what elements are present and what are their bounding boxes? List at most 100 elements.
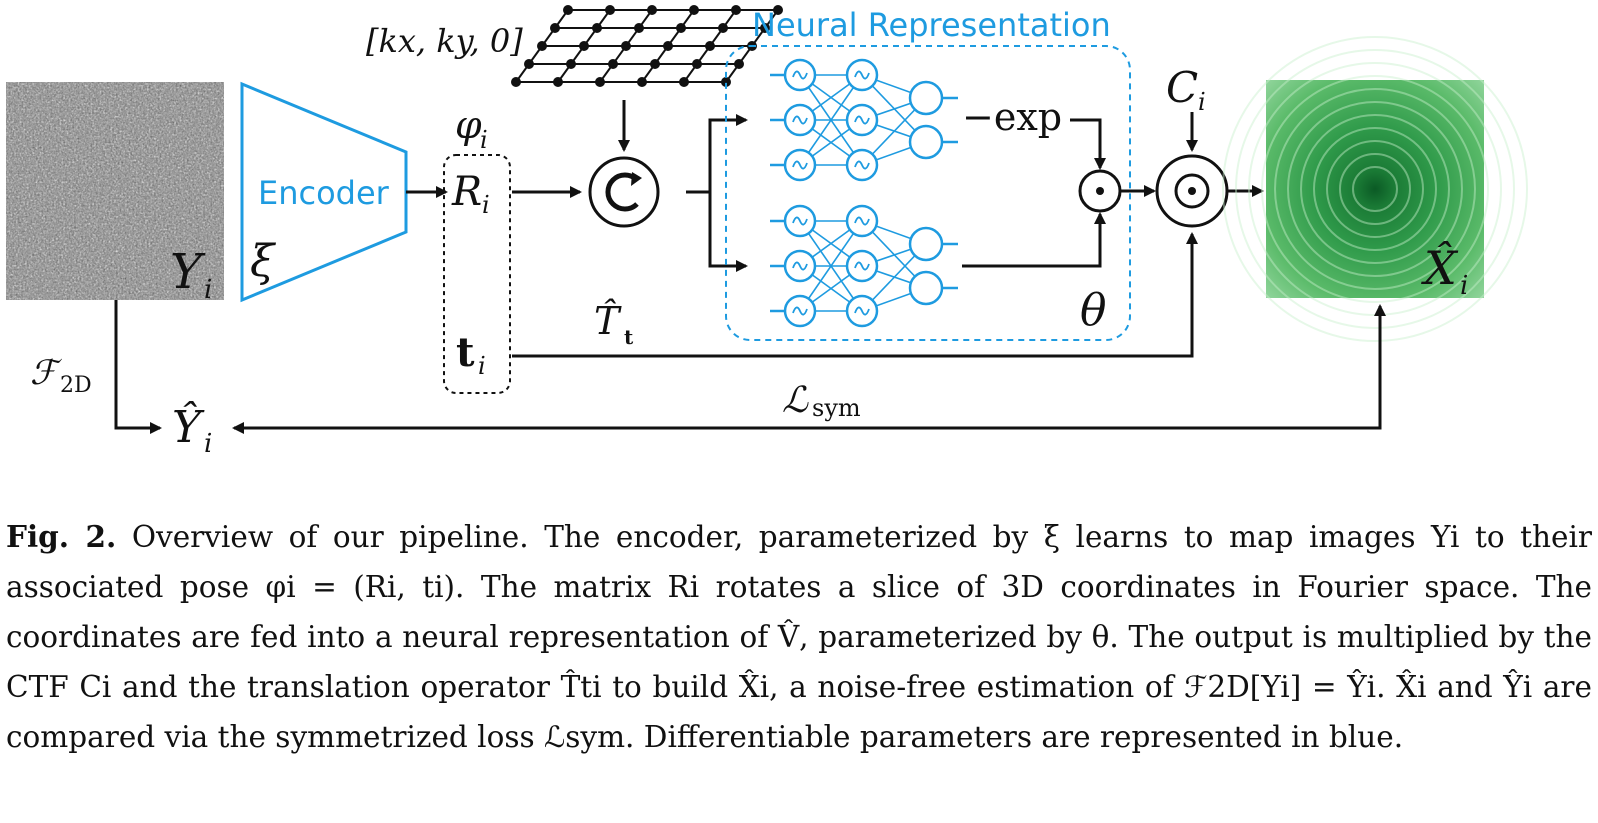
fourier-ring bbox=[1327, 141, 1423, 237]
arrow-to-top-network bbox=[686, 114, 748, 194]
grid-node bbox=[637, 77, 647, 87]
network-edge bbox=[799, 74, 863, 166]
small-hadamard-operator bbox=[1078, 169, 1122, 213]
grid-node bbox=[595, 77, 605, 87]
grid-node bbox=[511, 77, 521, 87]
L-label: ℒ bbox=[782, 380, 809, 421]
sine-icon bbox=[854, 216, 870, 226]
figure-caption: Fig. 2. Overview of our pipeline. The en… bbox=[6, 512, 1592, 762]
sine-icon bbox=[792, 261, 808, 271]
grid-node bbox=[634, 23, 644, 33]
grid-node bbox=[608, 59, 618, 69]
arrow-exp-to-multiply bbox=[1070, 118, 1106, 170]
sine-icon bbox=[854, 261, 870, 271]
grid-node bbox=[663, 41, 673, 51]
fourier-ring bbox=[1262, 76, 1488, 302]
encoder-block: Encoder ξ bbox=[240, 81, 408, 303]
grid-node bbox=[524, 59, 534, 69]
fourier-ring bbox=[1275, 89, 1475, 289]
sine-icon bbox=[792, 306, 808, 316]
neural-representation-box bbox=[725, 45, 1131, 341]
linear-neuron bbox=[908, 270, 944, 306]
grid-node bbox=[773, 5, 783, 15]
input-label-sub: i bbox=[204, 275, 212, 305]
network-edge bbox=[799, 220, 863, 312]
pipeline-figure: Y i Encoder ξ φ i R i t i [kx, ky, 0] Ne… bbox=[6, 5, 1598, 459]
t-label: t bbox=[456, 329, 475, 376]
Yhat-label-sub: i bbox=[204, 429, 212, 459]
output-label: X̂ bbox=[1421, 241, 1459, 295]
fourier-ring bbox=[1314, 128, 1436, 250]
arrow-loss bbox=[232, 306, 1382, 434]
grid-node bbox=[550, 23, 560, 33]
bottom-network bbox=[770, 204, 958, 328]
sine-icon bbox=[854, 306, 870, 316]
top-network bbox=[770, 58, 958, 182]
input-label: Y bbox=[170, 244, 206, 300]
linear-neuron bbox=[908, 226, 944, 262]
pipeline-diagram: Y i Encoder ξ φ i R i t i [kx, ky, 0] Ne… bbox=[6, 5, 1598, 459]
neural-title: Neural Representation bbox=[752, 6, 1111, 44]
input-image: Y i bbox=[6, 82, 224, 305]
exp-label: −exp bbox=[962, 95, 1062, 139]
grid-node bbox=[566, 59, 576, 69]
C-label: C bbox=[1166, 63, 1198, 112]
L-label-sub: sym bbox=[812, 394, 861, 422]
grid-node bbox=[679, 77, 689, 87]
encoder-label: Encoder bbox=[258, 174, 390, 212]
linear-neuron bbox=[908, 124, 944, 160]
xi-label: ξ bbox=[250, 236, 277, 287]
grid-node bbox=[537, 41, 547, 51]
pose-box bbox=[443, 154, 511, 394]
t-label-sub: i bbox=[478, 352, 486, 380]
phi-label: φ bbox=[455, 103, 482, 147]
C-label-sub: i bbox=[1198, 88, 1206, 116]
grid-label: [kx, ky, 0] bbox=[366, 22, 523, 60]
grid-node bbox=[592, 23, 602, 33]
fourier-ring bbox=[1353, 167, 1397, 211]
coordinate-grid bbox=[511, 5, 783, 87]
grid-node bbox=[579, 41, 589, 51]
sine-icon bbox=[854, 70, 870, 80]
sine-icon bbox=[854, 115, 870, 125]
arrow-fourier bbox=[114, 300, 162, 434]
grid-node bbox=[650, 59, 660, 69]
grid-node bbox=[705, 41, 715, 51]
phi-label-sub: i bbox=[480, 126, 488, 154]
grid-node bbox=[676, 23, 686, 33]
grid-node bbox=[734, 59, 744, 69]
sine-icon bbox=[792, 216, 808, 226]
F-label: ℱ bbox=[30, 353, 63, 393]
fourier-ring bbox=[1340, 154, 1410, 224]
caption-lead: Fig. 2. bbox=[6, 519, 117, 554]
Yhat-label: Ŷ bbox=[172, 400, 205, 453]
rotation-operator bbox=[588, 156, 660, 228]
fourier-ring bbox=[1301, 115, 1449, 263]
R-label: R bbox=[451, 169, 482, 215]
grid-node bbox=[605, 5, 615, 15]
sine-icon bbox=[792, 160, 808, 170]
grid-node bbox=[692, 59, 702, 69]
grid-node bbox=[647, 5, 657, 15]
fourier-ring bbox=[1288, 102, 1462, 276]
fourier-ring bbox=[1236, 50, 1514, 328]
grid-node bbox=[553, 77, 563, 87]
fourier-ring bbox=[1223, 37, 1527, 341]
sine-icon bbox=[854, 160, 870, 170]
grid-node bbox=[689, 5, 699, 15]
output-label-sub: i bbox=[1460, 271, 1468, 301]
caption-text: Overview of our pipeline. The encoder, p… bbox=[6, 520, 1592, 754]
big-hadamard-operator bbox=[1155, 154, 1229, 228]
grid-node bbox=[760, 23, 770, 33]
sine-icon bbox=[792, 115, 808, 125]
arrow-network-to-multiply bbox=[962, 212, 1106, 268]
sine-icon bbox=[792, 70, 808, 80]
arrow-to-bottom-network bbox=[708, 192, 748, 272]
arrow-translation bbox=[512, 232, 1198, 358]
theta-label: θ bbox=[1080, 285, 1107, 336]
grid-node bbox=[563, 5, 573, 15]
linear-neuron bbox=[908, 80, 944, 116]
grid-node bbox=[718, 23, 728, 33]
R-label-sub: i bbox=[482, 191, 490, 219]
T-label: T̂ bbox=[594, 299, 622, 343]
